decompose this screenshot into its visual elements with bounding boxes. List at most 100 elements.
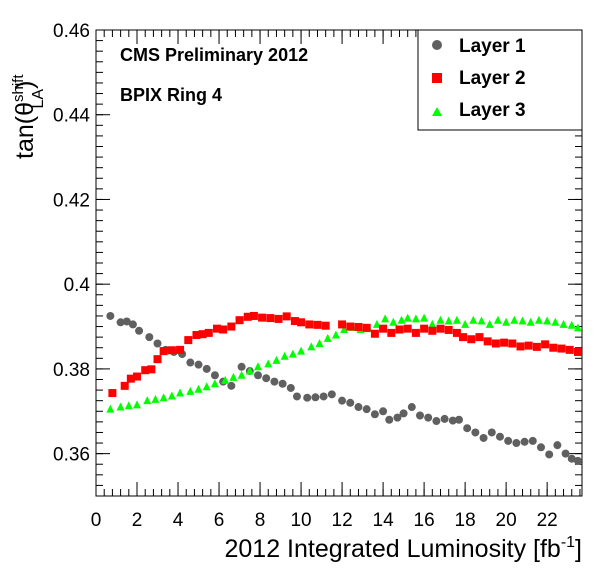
- data-point-layer-2: [500, 338, 509, 347]
- y-tick-label: 0.46: [53, 21, 90, 42]
- data-point-layer-3: [559, 319, 568, 328]
- data-point-layer-3: [280, 351, 289, 360]
- data-point-layer-2: [411, 328, 420, 337]
- data-point-layer-2: [444, 325, 453, 334]
- data-point-layer-2: [274, 314, 283, 323]
- data-point-layer-1: [512, 439, 521, 448]
- data-point-layer-3: [461, 319, 470, 328]
- data-point-layer-3: [477, 316, 486, 325]
- data-point-layer-2: [243, 312, 252, 321]
- data-point-layer-2: [198, 330, 207, 339]
- x-tick-label: 18: [455, 510, 476, 531]
- data-point-layer-3: [526, 317, 535, 326]
- data-point-layer-3: [372, 319, 381, 328]
- data-point-layer-2: [532, 342, 541, 351]
- data-point-layer-3: [485, 319, 494, 328]
- data-point-layer-1: [448, 416, 457, 425]
- data-point-layer-3: [210, 379, 219, 388]
- data-point-layer-2: [212, 324, 221, 333]
- data-point-layer-2: [159, 347, 168, 356]
- data-point-layer-1: [471, 428, 480, 437]
- legend-label-layer-2: Layer 2: [459, 68, 526, 89]
- data-point-layer-3: [116, 402, 125, 411]
- data-point-layer-2: [184, 336, 193, 345]
- y-axis-title: tan(θshift LA): [10, 74, 47, 159]
- data-point-layer-1: [393, 413, 402, 422]
- data-point-layer-2: [403, 324, 412, 333]
- data-point-layer-1: [567, 454, 576, 463]
- y-tick-label: 0.36: [53, 445, 90, 466]
- y-tick-label: 0.42: [53, 190, 90, 211]
- data-point-layer-1: [362, 405, 371, 414]
- data-point-layer-2: [305, 320, 314, 329]
- data-point-layer-3: [159, 393, 168, 402]
- data-point-layer-2: [167, 346, 176, 355]
- data-point-layer-1: [106, 311, 115, 320]
- data-point-layer-1: [262, 374, 271, 383]
- y-tick-label: 0.44: [53, 106, 90, 127]
- data-point-layer-2: [428, 326, 437, 335]
- data-point-layer-2: [321, 321, 330, 330]
- data-point-layer-1: [463, 424, 472, 433]
- data-point-layer-2: [219, 325, 228, 334]
- annotation-bpix-ring: BPIX Ring 4: [120, 85, 222, 105]
- data-point-layer-1: [504, 436, 513, 445]
- x-tick-label: 16: [414, 510, 435, 531]
- data-point-layer-1: [432, 417, 441, 426]
- x-tick-label: 10: [290, 510, 311, 531]
- data-point-layer-2: [573, 347, 582, 356]
- data-point-layer-3: [307, 342, 316, 351]
- x-tick-label: 2: [132, 510, 143, 531]
- data-point-layer-2: [227, 322, 236, 331]
- data-point-layer-1: [338, 396, 347, 405]
- data-point-layer-3: [403, 313, 412, 322]
- data-point-layer-3: [221, 375, 230, 384]
- x-tick-label: 12: [332, 510, 353, 531]
- data-point-layer-1: [487, 428, 496, 437]
- data-point-layer-1: [440, 414, 449, 423]
- data-point-layer-1: [454, 415, 463, 424]
- data-point-layer-3: [436, 315, 445, 324]
- data-point-layer-2: [459, 333, 468, 342]
- data-point-layer-2: [491, 339, 500, 348]
- data-point-layer-2: [204, 328, 213, 337]
- data-point-layer-3: [264, 359, 273, 368]
- x-tick-label: 22: [537, 510, 558, 531]
- data-point-layer-2: [120, 381, 129, 390]
- data-point-layer-2: [147, 365, 156, 374]
- data-point-layer-3: [518, 316, 527, 325]
- data-point-layer-3: [573, 323, 582, 332]
- x-tick-label: 20: [496, 510, 517, 531]
- data-point-layer-3: [288, 349, 297, 358]
- data-point-layer-3: [411, 314, 420, 323]
- data-point-layer-2: [475, 333, 484, 342]
- data-point-layer-2: [249, 311, 258, 320]
- data-point-layer-1: [128, 320, 137, 329]
- data-point-layer-1: [210, 371, 219, 380]
- data-point-layer-2: [420, 324, 429, 333]
- data-point-layer-2: [141, 366, 150, 375]
- data-point-layer-1: [346, 398, 355, 407]
- data-point-layer-3: [176, 388, 185, 397]
- data-point-layer-1: [202, 364, 211, 373]
- data-point-layer-3: [510, 315, 519, 324]
- data-point-layer-3: [567, 320, 576, 329]
- data-point-layer-1: [354, 403, 363, 412]
- data-point-layer-1: [520, 437, 529, 446]
- data-point-layer-1: [536, 443, 545, 452]
- data-point-layer-1: [186, 358, 195, 367]
- data-point-layer-1: [424, 413, 433, 422]
- data-point-layer-3: [331, 330, 340, 339]
- data-point-layer-1: [194, 360, 203, 369]
- legend-box: [417, 29, 583, 131]
- data-point-layer-2: [541, 340, 550, 349]
- data-point-layer-3: [124, 401, 133, 410]
- data-point-layer-2: [313, 320, 322, 329]
- x-axis-title: 2012 Integrated Luminosity [fb-1]: [224, 534, 582, 563]
- x-tick-label: 8: [255, 510, 266, 531]
- data-point-layer-2: [126, 374, 135, 383]
- data-point-layer-3: [381, 314, 390, 323]
- data-point-layer-1: [479, 433, 488, 442]
- data-point-layer-3: [202, 382, 211, 391]
